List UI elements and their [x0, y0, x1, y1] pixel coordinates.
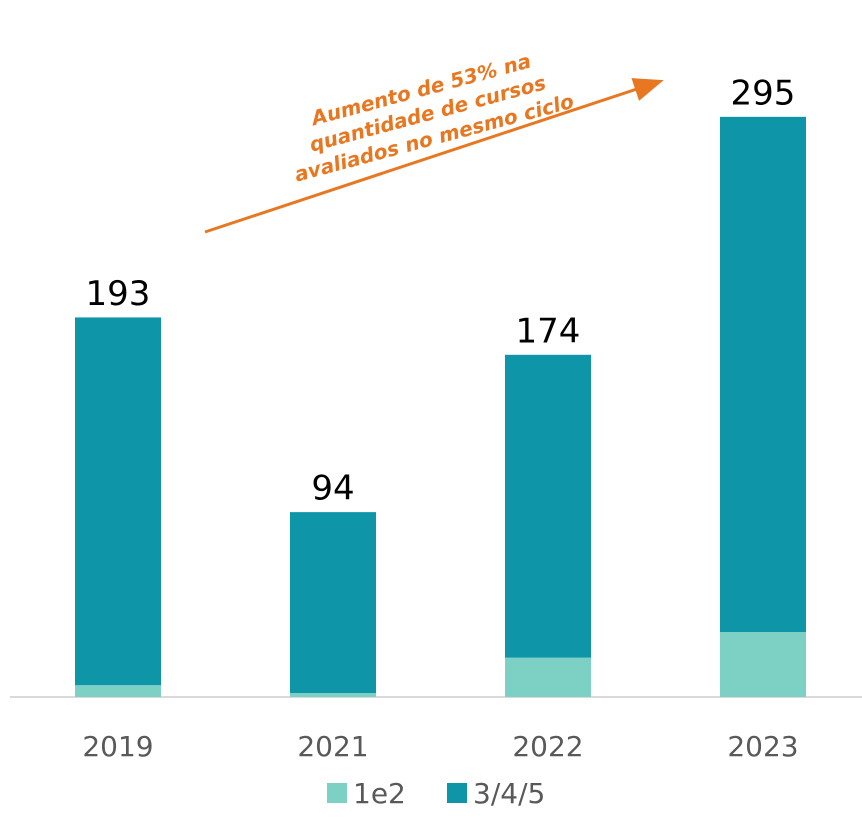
bar-segment — [720, 632, 806, 697]
legend-label: 3/4/5 — [473, 777, 545, 810]
bar-segment — [720, 116, 806, 633]
legend-swatch — [327, 783, 347, 803]
x-tick-label: 2023 — [727, 730, 798, 763]
bar-segment — [75, 317, 161, 686]
x-tick-label: 2022 — [512, 730, 583, 763]
bar-segment — [505, 657, 591, 697]
total-label: 174 — [516, 311, 581, 351]
legend-label: 1e2 — [353, 777, 406, 810]
bar-segment — [75, 685, 161, 697]
total-label: 295 — [731, 73, 796, 113]
legend-swatch — [447, 783, 467, 803]
x-tick-label: 2021 — [297, 730, 368, 763]
total-label: 94 — [311, 469, 354, 509]
plot-area: 61872922015433262 — [92, 360, 789, 697]
bar-segment — [290, 693, 376, 697]
total-label: 193 — [86, 274, 151, 314]
annotation-arrow — [204, 78, 664, 234]
bar-segment — [290, 512, 376, 694]
x-tick-label: 2019 — [82, 730, 153, 763]
bar-segment — [505, 354, 591, 658]
